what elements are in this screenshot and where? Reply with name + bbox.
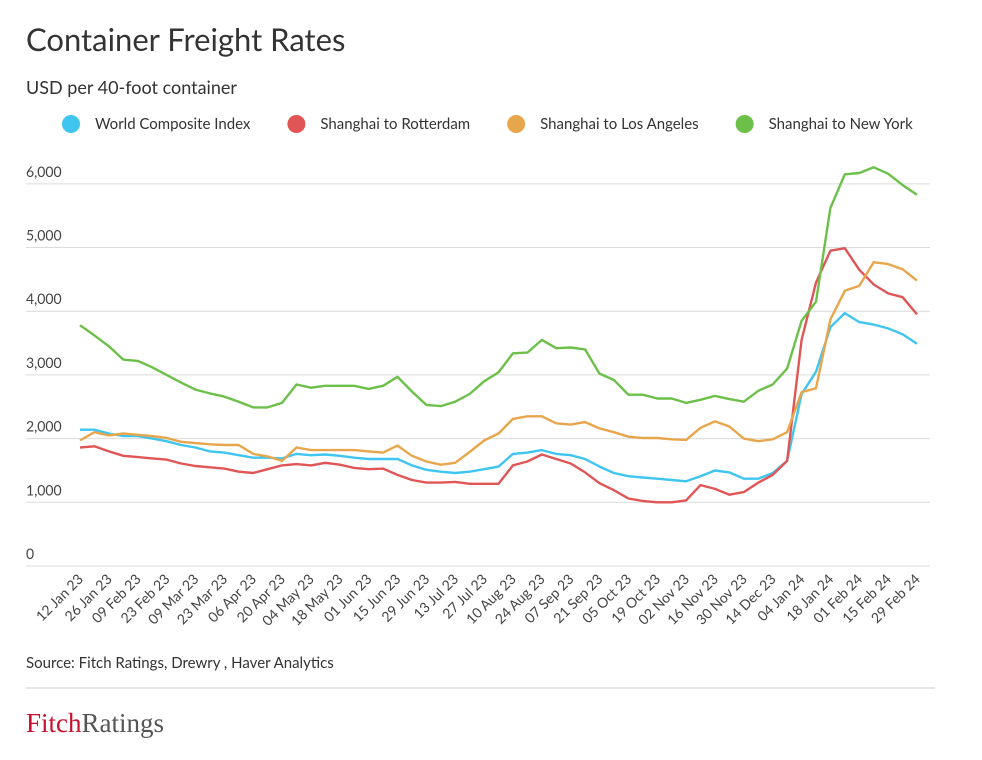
- legend-label: Shanghai to Los Angeles: [540, 115, 699, 133]
- series-line: [79, 166, 918, 409]
- y-tick-label: 4,000: [26, 290, 62, 307]
- series-line: [79, 261, 918, 466]
- y-tick-label: 0: [26, 545, 34, 562]
- y-tick-label: 6,000: [26, 163, 62, 180]
- legend-label: Shanghai to Rotterdam: [320, 115, 470, 133]
- legend-marker: [735, 115, 754, 133]
- logo-ratings: Ratings: [82, 708, 165, 738]
- legend-marker: [507, 115, 526, 133]
- legend-label: Shanghai to New York: [769, 115, 913, 133]
- series-line: [79, 247, 918, 504]
- y-tick-label: 2,000: [26, 418, 62, 435]
- series-line: [80, 311, 918, 483]
- y-tick-label: 1,000: [26, 481, 62, 498]
- y-tick-label: 5,000: [26, 227, 62, 244]
- logo: FitchRatings: [26, 708, 164, 738]
- source-note: Source: Fitch Ratings, Drewry , Haver An…: [26, 654, 334, 672]
- chart-title: Container Freight Rates: [26, 20, 345, 58]
- chart-subtitle: USD per 40-foot container: [26, 76, 237, 98]
- y-tick-label: 3,000: [26, 354, 62, 371]
- logo-fitch: Fitch: [26, 708, 82, 738]
- legend-marker: [62, 115, 80, 133]
- legend-marker: [287, 115, 306, 133]
- legend-label: World Composite Index: [95, 115, 251, 133]
